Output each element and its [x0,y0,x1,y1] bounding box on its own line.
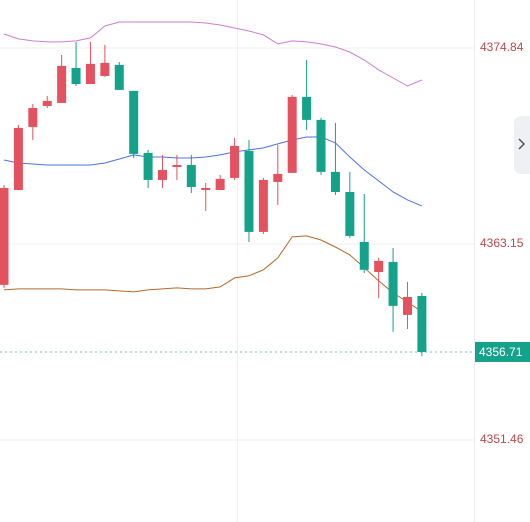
candle-body [143,152,153,180]
candle-body [114,64,124,90]
tab-arrow[interactable] [518,138,526,150]
y-tick-label: 4363.15 [480,236,524,250]
candle-body [201,187,211,190]
candle-body [258,179,268,232]
candle-body [71,67,81,85]
y-tick-label: 4374.84 [480,40,524,54]
candle-body [57,65,67,103]
candle-body [0,187,9,285]
candle-body [186,165,196,187]
band-line [3,235,423,313]
candle-body [158,170,168,180]
candle-body [374,260,384,272]
scroll-tab[interactable] [514,116,530,174]
last-price-tag [475,341,530,362]
candle-body [100,62,110,76]
candle-body [230,145,240,178]
candle-body [345,191,355,236]
candle-body [129,90,139,154]
last-price-label: 4356.71 [479,345,523,359]
band-line [3,21,423,87]
candle-body [215,178,225,190]
candle-body [388,261,398,306]
candle-body [85,63,95,85]
candle-body [273,173,283,182]
band-line [3,136,423,207]
candle-body [42,100,52,106]
candle-body [172,165,182,168]
candle-body [244,150,254,232]
candle-body [28,107,38,127]
y-tick-label: 4351.46 [480,432,524,446]
candle-body [402,296,412,315]
candle-body [287,96,297,173]
candle-body [13,127,23,190]
candle-body [302,96,312,120]
candle-body [330,171,340,192]
candle-body [316,119,326,172]
candle-body [359,241,369,270]
candle-body [417,295,427,352]
